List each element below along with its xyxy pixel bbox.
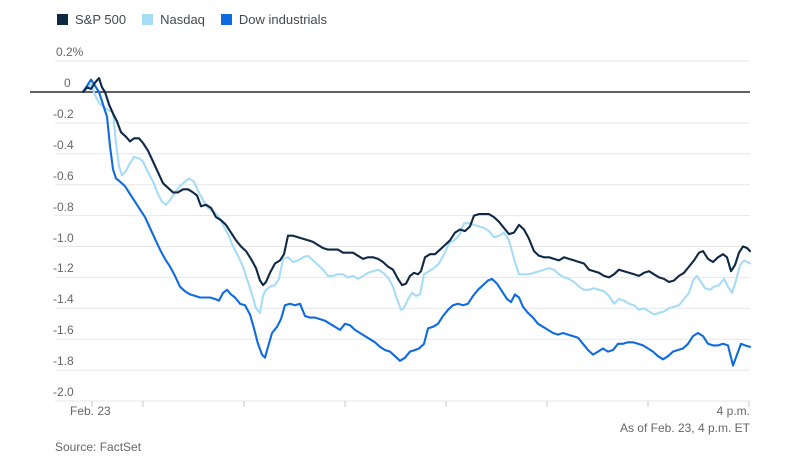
x-axis-start-label: Feb. 23 xyxy=(70,404,111,418)
y-axis-tick-label: -1.0 xyxy=(53,230,74,245)
nasdaq-color-swatch xyxy=(142,14,154,25)
series-line-s-p-500 xyxy=(81,77,752,287)
y-axis-tick-label: 0 xyxy=(64,76,71,90)
series-line-nasdaq xyxy=(81,83,752,316)
y-axis-tick-label: 0.2% xyxy=(56,45,84,60)
y-axis-tick-label: -1.2 xyxy=(53,261,74,276)
y-axis-tick-label: -0.4 xyxy=(53,137,74,152)
dow-color-swatch xyxy=(220,14,232,25)
sp500-color-swatch xyxy=(57,14,68,25)
y-axis-tick-label: -0.2 xyxy=(53,106,74,121)
y-axis-tick-label: -0.6 xyxy=(53,168,74,183)
legend-item-nasdaq: Nasdaq xyxy=(142,12,205,27)
as-of-note: As of Feb. 23, 4 p.m. ET xyxy=(619,421,750,435)
y-axis-tick-label: -2.0 xyxy=(53,385,74,399)
y-axis-tick-label: -1.6 xyxy=(53,323,74,338)
legend-item-dow: Dow industrials xyxy=(220,12,328,27)
chart-legend: S&P 500 Nasdaq Dow industrials xyxy=(57,12,327,27)
legend-item-label: Nasdaq xyxy=(160,12,205,27)
y-axis-tick-label: -0.8 xyxy=(53,199,74,214)
x-axis-end-label: 4 p.m. xyxy=(716,404,750,418)
legend-item-sp500: S&P 500 xyxy=(57,12,126,27)
series-line-dow-industrials xyxy=(81,78,752,367)
legend-item-label: S&P 500 xyxy=(75,12,127,27)
legend-item-label: Dow industrials xyxy=(238,12,328,27)
y-axis-tick-label: -1.8 xyxy=(53,354,74,369)
source-note: Source: FactSet xyxy=(55,440,142,454)
y-axis-tick-label: -1.4 xyxy=(53,292,74,307)
